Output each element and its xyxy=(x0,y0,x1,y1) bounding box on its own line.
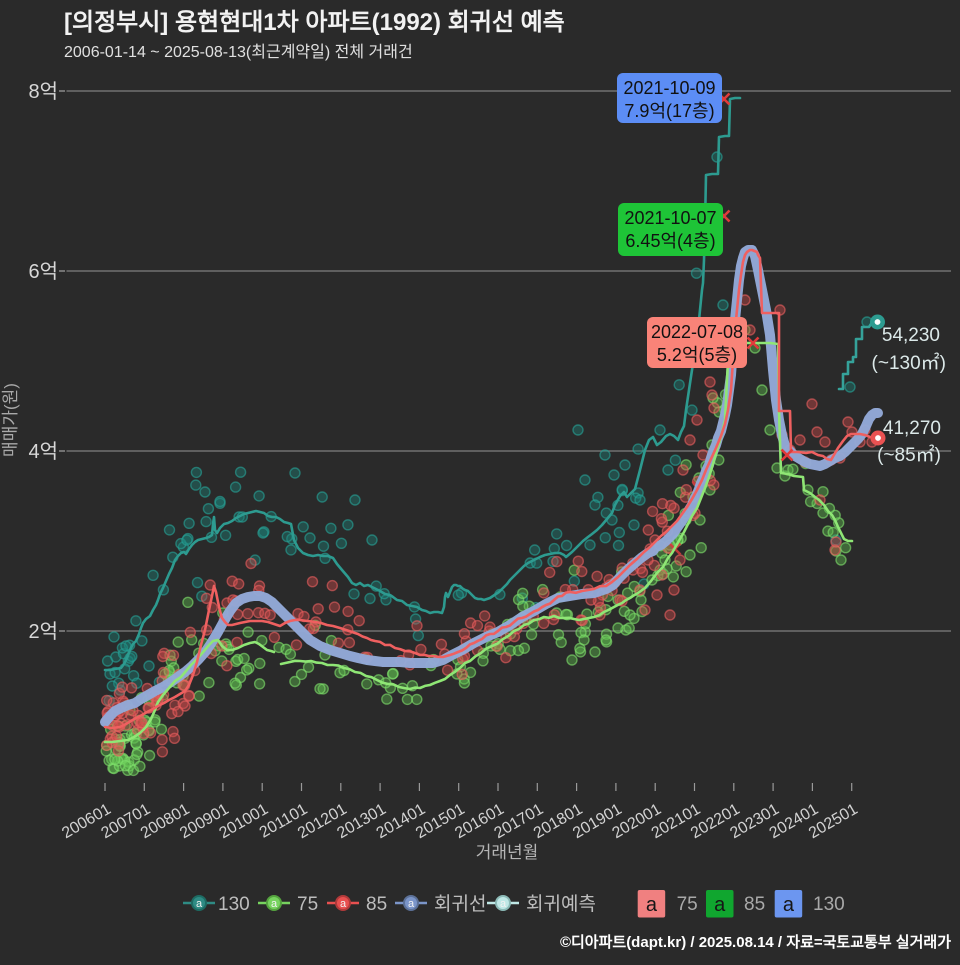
svg-text:130: 130 xyxy=(813,894,845,915)
svg-text:거래년월: 거래년월 xyxy=(476,843,539,862)
svg-text:(~130㎡): (~130㎡) xyxy=(872,351,946,374)
svg-text:©디아파트(dapt.kr) / 2025.08.14 /: ©디아파트(dapt.kr) / 2025.08.14 / 자료=국토교통부 실… xyxy=(560,934,951,951)
svg-text:a: a xyxy=(646,894,658,916)
svg-text:75: 75 xyxy=(297,894,318,915)
svg-text:a: a xyxy=(408,898,415,910)
svg-text:매매가(원): 매매가(원) xyxy=(1,383,20,457)
svg-text:8억: 8억 xyxy=(28,80,58,103)
svg-text:54,230: 54,230 xyxy=(882,325,940,346)
svg-text:[의정부시] 용현현대1차 아파트(1992) 회귀선 예측: [의정부시] 용현현대1차 아파트(1992) 회귀선 예측 xyxy=(64,9,565,36)
svg-text:2021-10-09: 2021-10-09 xyxy=(623,78,715,98)
svg-text:a: a xyxy=(340,898,347,910)
svg-text:2022-07-08: 2022-07-08 xyxy=(651,322,743,342)
svg-text:4억: 4억 xyxy=(28,440,58,463)
svg-text:75: 75 xyxy=(677,894,698,915)
svg-text:6.45억(4층): 6.45억(4층) xyxy=(625,231,715,251)
svg-text:a: a xyxy=(783,894,795,916)
svg-text:a: a xyxy=(271,898,278,910)
svg-text:회귀선: 회귀선 xyxy=(434,893,486,915)
svg-text:85: 85 xyxy=(744,894,765,915)
svg-text:2021-10-07: 2021-10-07 xyxy=(624,208,716,228)
svg-text:a: a xyxy=(196,898,203,910)
svg-text:a: a xyxy=(500,898,507,910)
svg-text:회귀예측: 회귀예측 xyxy=(526,893,596,915)
svg-text:6억: 6억 xyxy=(28,260,58,283)
svg-text:85: 85 xyxy=(366,894,387,915)
svg-text:(~85㎡): (~85㎡) xyxy=(877,443,941,466)
svg-text:7.9억(17층): 7.9억(17층) xyxy=(624,101,714,121)
svg-text:130: 130 xyxy=(218,894,250,915)
svg-text:2억: 2억 xyxy=(28,620,58,643)
svg-text:41,270: 41,270 xyxy=(883,418,941,439)
svg-text:2006-01-14 ~ 2025-08-13(최근계약일): 2006-01-14 ~ 2025-08-13(최근계약일) 전체 거래건 xyxy=(64,43,413,61)
svg-text:a: a xyxy=(714,894,726,916)
svg-text:5.2억(5층): 5.2억(5층) xyxy=(657,345,737,365)
